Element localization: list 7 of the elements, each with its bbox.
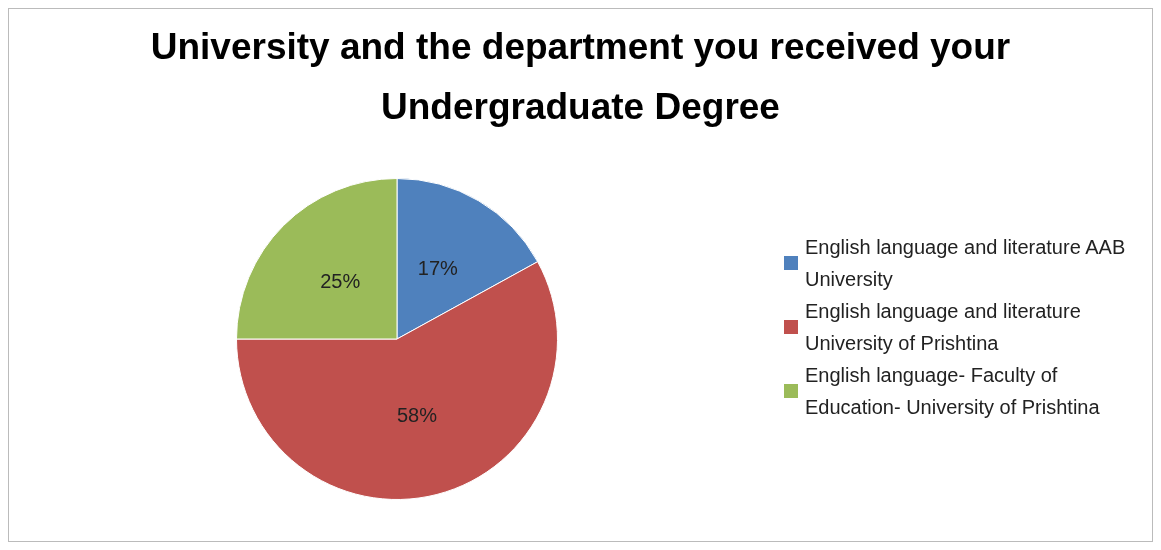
- legend-label: English language and literature AAB University: [805, 235, 1127, 292]
- chart-title: University and the department you received your Undergraduate Degree: [149, 25, 1012, 129]
- legend-label: English language- Faculty of Education- University of Prishtina: [805, 363, 1101, 420]
- legend-label: English language and literature University of Prishtina: [805, 299, 1082, 356]
- data-label: 17%: [417, 257, 459, 280]
- data-label: 25%: [320, 269, 361, 292]
- data-label: 58%: [396, 404, 438, 427]
